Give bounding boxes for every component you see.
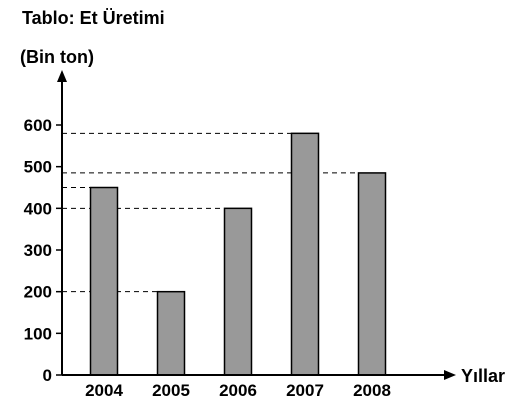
y-tick-label: 300 bbox=[24, 241, 52, 260]
bars bbox=[89, 132, 387, 376]
y-tick-label: 400 bbox=[24, 199, 52, 218]
x-axis-label: Yıllar bbox=[461, 366, 505, 386]
y-tick-label: 600 bbox=[24, 116, 52, 135]
x-tick-label: 2007 bbox=[286, 381, 324, 400]
bar-2008 bbox=[357, 172, 387, 376]
y-ticks: 0 100 200 300 400 500 600 bbox=[24, 116, 62, 385]
x-ticks: 2004 2005 2006 2007 2008 bbox=[85, 381, 391, 400]
y-tick-label: 200 bbox=[24, 283, 52, 302]
x-tick-label: 2008 bbox=[353, 381, 391, 400]
y-tick-label: 0 bbox=[43, 366, 52, 385]
y-axis-label: (Bin ton) bbox=[20, 47, 94, 67]
bar-2004 bbox=[89, 186, 119, 376]
bar-2006 bbox=[223, 207, 253, 376]
x-tick-label: 2004 bbox=[85, 381, 123, 400]
chart-title: Tablo: Et Üretimi bbox=[22, 8, 165, 28]
x-tick-label: 2005 bbox=[152, 381, 190, 400]
bar-2005 bbox=[156, 290, 186, 376]
bar-2007 bbox=[290, 132, 320, 376]
x-axis-arrow bbox=[444, 370, 456, 380]
y-tick-label: 100 bbox=[24, 324, 52, 343]
y-axis-arrow bbox=[57, 70, 67, 82]
x-tick-label: 2006 bbox=[219, 381, 257, 400]
y-tick-label: 500 bbox=[24, 158, 52, 177]
